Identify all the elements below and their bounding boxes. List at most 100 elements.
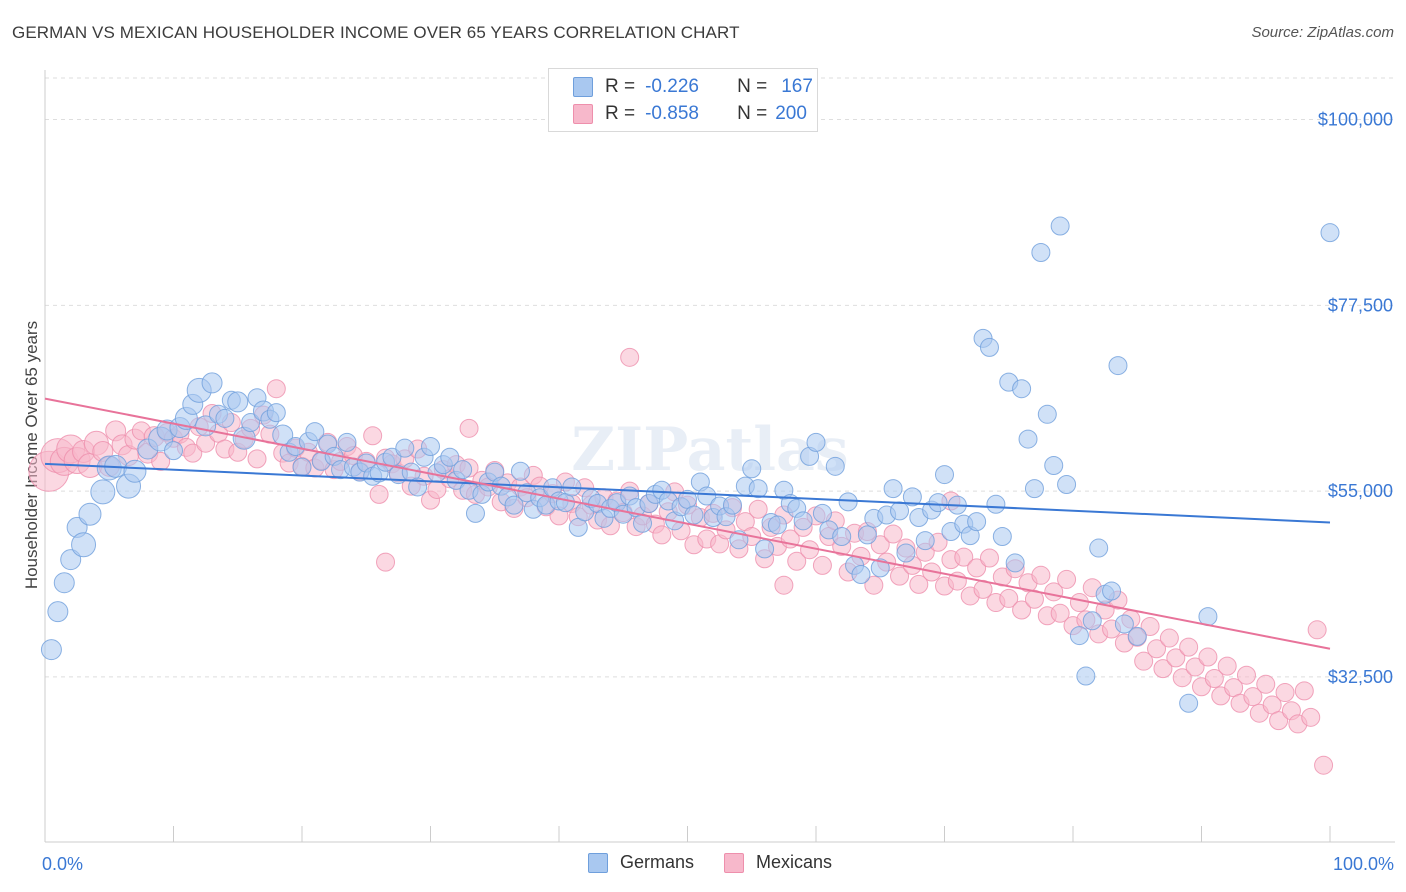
mexicans-r-value: -0.858	[645, 103, 699, 124]
german-point	[838, 492, 858, 512]
german-point	[979, 337, 999, 357]
y-tick-label: $32,500	[1328, 667, 1393, 687]
mexican-point	[954, 547, 974, 567]
german-point	[992, 527, 1012, 547]
german-point	[241, 413, 261, 433]
german-trend-line	[44, 462, 1331, 524]
mexican-point	[376, 552, 396, 572]
mexican-point	[909, 574, 929, 594]
german-point	[697, 486, 717, 506]
source-label: Source: ZipAtlas.com	[1251, 24, 1394, 41]
mexican-point	[459, 418, 479, 438]
germans-legend-swatch	[588, 852, 608, 873]
mexican-point	[1134, 651, 1154, 671]
mexican-point	[1314, 755, 1334, 775]
mexican-point	[1069, 593, 1089, 613]
german-point	[812, 503, 832, 523]
german-point	[1057, 474, 1077, 494]
mexican-point	[1179, 637, 1199, 657]
mexican-point	[1031, 565, 1051, 585]
mexican-point	[1294, 681, 1314, 701]
mexican-point	[369, 484, 389, 504]
mexicans-r-label: R =	[605, 103, 636, 124]
mexican-point	[1243, 687, 1263, 707]
german-point	[1076, 666, 1096, 686]
germans-n-label: N =	[737, 76, 768, 97]
german-point	[123, 459, 147, 483]
germans-legend-label: Germans	[620, 852, 695, 872]
mexican-point	[1301, 707, 1321, 727]
german-point	[915, 531, 935, 551]
german-point	[395, 438, 415, 458]
german-point	[53, 572, 75, 594]
german-point	[201, 372, 223, 394]
german-point	[1037, 404, 1057, 424]
german-point	[825, 456, 845, 476]
x-tick-label: 0.0%	[42, 854, 83, 874]
german-point	[408, 477, 428, 497]
mexican-point	[1217, 656, 1237, 676]
german-point	[215, 408, 235, 428]
mexican-point	[1166, 648, 1186, 668]
german-point	[896, 543, 916, 563]
german-point	[806, 432, 826, 452]
mexican-point	[787, 551, 807, 571]
mexicans-n-label: N =	[737, 103, 768, 124]
german-point	[1320, 223, 1340, 243]
mexican-point	[652, 525, 672, 545]
german-point	[453, 460, 473, 480]
mexican-point	[748, 499, 768, 519]
german-point	[851, 564, 871, 584]
german-point	[870, 558, 890, 578]
mexican-point	[890, 566, 910, 586]
mexican-point	[1185, 657, 1205, 677]
german-point	[266, 403, 286, 423]
german-point	[748, 479, 768, 499]
mexican-point	[363, 426, 383, 446]
mexican-point	[247, 449, 267, 469]
germans-n-value: 167	[781, 76, 813, 97]
mexican-point	[1275, 683, 1295, 703]
series-legend: Germans Mexicans	[588, 852, 862, 873]
german-point	[305, 422, 325, 442]
mexican-point	[266, 379, 286, 399]
german-point	[1108, 356, 1128, 376]
legend-row-germans: R = -0.226 N = 167	[573, 75, 813, 99]
german-point	[1050, 216, 1070, 236]
mexican-point	[870, 535, 890, 555]
german-point	[1012, 379, 1032, 399]
mexicans-swatch	[573, 104, 593, 124]
german-point	[1069, 626, 1089, 646]
correlation-legend: R = -0.226 N = 167 R = -0.858 N = 200	[548, 68, 818, 132]
legend-item-mexicans[interactable]: Mexicans	[724, 852, 832, 873]
mexican-point	[1172, 668, 1192, 688]
mexican-point	[1140, 617, 1160, 637]
mexican-point	[1153, 659, 1173, 679]
german-point	[510, 461, 530, 481]
mexican-point	[1256, 674, 1276, 694]
mexican-point	[1198, 647, 1218, 667]
mexican-point	[1159, 628, 1179, 648]
watermark: ZIPatlas	[571, 415, 848, 485]
mexican-point	[774, 575, 794, 595]
german-point	[71, 532, 97, 558]
mexican-point	[1057, 569, 1077, 589]
german-point	[60, 549, 82, 571]
german-point	[421, 437, 440, 457]
german-point	[1044, 455, 1064, 475]
mexican-point	[999, 588, 1019, 608]
german-point	[1005, 553, 1025, 573]
legend-item-germans[interactable]: Germans	[588, 852, 694, 873]
germans-r-label: R =	[605, 76, 636, 97]
germans-swatch	[573, 77, 593, 97]
y-tick-label: $100,000	[1318, 110, 1393, 130]
german-point	[742, 459, 762, 479]
y-tick-label: $77,500	[1328, 295, 1393, 315]
germans-r-value: -0.226	[645, 76, 699, 97]
mexican-point	[883, 524, 903, 544]
mexican-point	[183, 443, 203, 463]
mexican-trend-line	[44, 397, 1331, 650]
mexicans-legend-label: Mexicans	[756, 852, 833, 872]
mexicans-n-value: 200	[775, 103, 807, 124]
